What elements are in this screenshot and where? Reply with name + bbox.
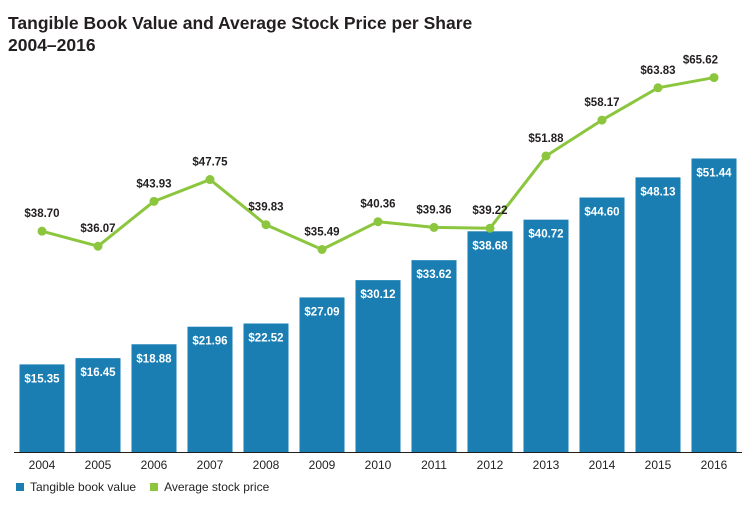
price-value-label: $63.83 (640, 65, 675, 77)
x-tick-label: 2009 (309, 458, 336, 472)
bar-value-label: $15.35 (24, 373, 60, 385)
legend-label-tangible-book-value: Tangible book value (30, 480, 137, 494)
price-value-label: $43.93 (136, 178, 171, 190)
price-value-label: $40.36 (360, 199, 395, 211)
x-tick-label: 2016 (701, 458, 728, 472)
x-tick-label: 2012 (477, 458, 504, 472)
x-tick-label: 2007 (197, 458, 224, 472)
price-point (485, 223, 495, 233)
bar (355, 280, 401, 452)
bar (635, 177, 681, 452)
price-value-label: $47.75 (192, 157, 228, 169)
bar (299, 297, 345, 452)
legend-item-average-stock-price: Average stock price (150, 480, 269, 494)
price-point (429, 222, 439, 232)
bar (579, 197, 625, 452)
bar-value-label: $27.09 (304, 306, 339, 318)
bar (187, 326, 233, 452)
bar-value-label: $21.96 (192, 336, 227, 348)
bar-value-label: $18.88 (136, 353, 172, 365)
legend-item-tangible-book-value: Tangible book value (16, 480, 136, 494)
price-point (93, 241, 103, 251)
chart-subtitle: 2004–2016 (8, 35, 96, 55)
price-value-label: $39.22 (472, 205, 507, 217)
bar-value-label: $40.72 (528, 229, 563, 241)
x-tick-label: 2015 (645, 458, 672, 472)
x-tick-label: 2010 (365, 458, 392, 472)
legend-label-average-stock-price: Average stock price (164, 480, 270, 494)
price-value-label: $65.62 (683, 55, 718, 67)
bar (467, 231, 513, 452)
price-point (541, 151, 551, 161)
price-point (37, 226, 47, 236)
x-tick-label: 2014 (589, 458, 616, 472)
chart-legend: Tangible book value Average stock price (16, 480, 283, 494)
x-tick-label: 2011 (421, 458, 447, 472)
bar (75, 358, 121, 452)
bar (243, 323, 289, 452)
x-tick-label: 2004 (29, 458, 56, 472)
bar (523, 219, 569, 452)
price-point (709, 73, 719, 83)
bar-value-label: $22.52 (248, 333, 283, 345)
price-value-label: $35.49 (304, 226, 339, 238)
price-point (317, 244, 327, 254)
price-point (373, 217, 383, 227)
price-point (653, 83, 663, 93)
x-tick-label: 2005 (85, 458, 112, 472)
bar-value-label: $30.12 (360, 289, 395, 301)
price-value-label: $38.70 (24, 208, 59, 220)
chart-title: Tangible Book Value and Average Stock Pr… (8, 12, 472, 56)
bar-value-label: $33.62 (416, 269, 451, 281)
price-value-label: $36.07 (80, 223, 115, 235)
x-tick-label: 2013 (533, 458, 560, 472)
bar (691, 158, 737, 452)
bar (411, 260, 457, 452)
legend-swatch-bar (16, 483, 24, 491)
legend-swatch-line (150, 483, 159, 491)
bar-value-label: $51.44 (696, 167, 732, 179)
price-value-label: $39.83 (248, 202, 283, 214)
price-point (205, 175, 215, 185)
chart-title-main: Tangible Book Value and Average Stock Pr… (8, 13, 473, 33)
price-point (261, 220, 271, 230)
bar-value-label: $38.68 (472, 240, 508, 252)
bar-value-label: $48.13 (640, 186, 675, 198)
price-point (597, 115, 607, 125)
x-tick-label: 2008 (253, 458, 280, 472)
price-value-label: $39.36 (416, 204, 451, 216)
bar-value-label: $16.45 (80, 367, 116, 379)
x-tick-label: 2006 (141, 458, 168, 472)
bar-value-label: $44.60 (584, 207, 619, 219)
price-value-label: $51.88 (528, 133, 564, 145)
bar (19, 364, 65, 452)
price-value-label: $58.17 (584, 97, 619, 109)
price-point (149, 196, 159, 206)
bar (131, 344, 177, 452)
